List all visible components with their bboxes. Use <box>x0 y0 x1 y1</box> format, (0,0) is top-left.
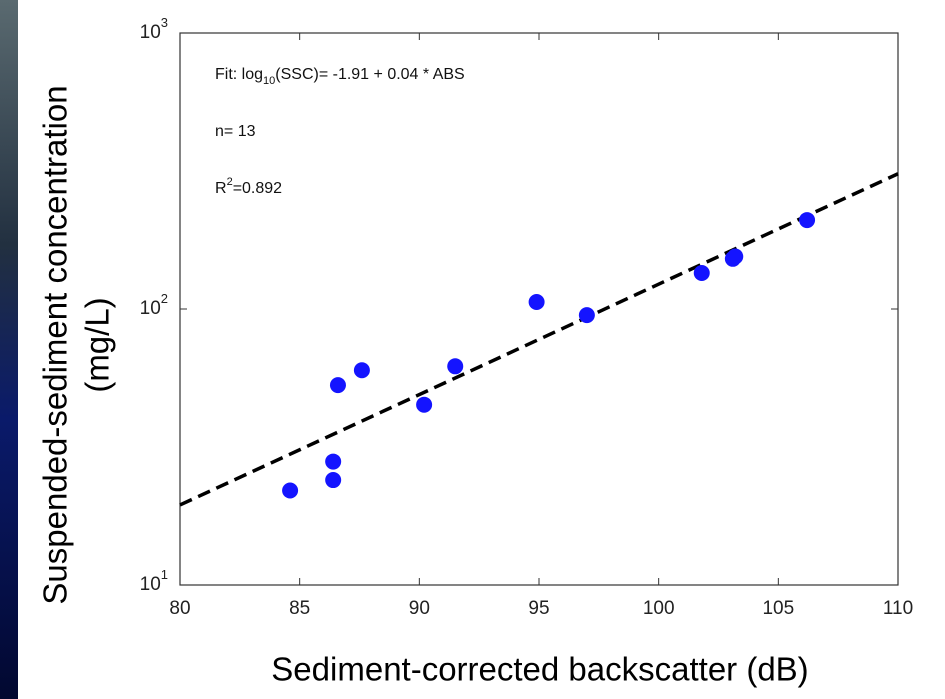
x-tick-label: 85 <box>289 598 310 619</box>
data-point <box>282 482 299 499</box>
annotation-part: n= 13 <box>215 123 256 140</box>
annotation-part: Fit: log <box>215 66 263 83</box>
data-point <box>528 294 545 311</box>
x-tick-label: 110 <box>883 598 913 619</box>
data-point <box>353 362 370 379</box>
x-tick-label: 90 <box>409 598 430 619</box>
y-tick-base: 10 <box>140 298 161 319</box>
y-tick-label: 103 <box>140 15 168 43</box>
annotation: Fit: log10(SSC)= -1.91 + 0.04 * ABS <box>215 66 465 87</box>
data-point <box>447 358 464 375</box>
data-point <box>578 307 595 324</box>
y-axis-title: (mg/L) <box>79 297 116 392</box>
data-point <box>325 472 342 489</box>
fit-line <box>179 172 899 507</box>
annotation: R2=0.892 <box>215 176 282 197</box>
data-point <box>727 248 744 265</box>
annotation-part: R <box>215 180 227 197</box>
annotation-part: (SSC)= -1.91 + 0.04 * ABS <box>275 66 464 83</box>
y-tick-base: 10 <box>140 574 161 595</box>
y-tick-base: 10 <box>140 22 161 43</box>
x-tick-label: 100 <box>643 598 675 619</box>
annotation: n= 13 <box>215 123 256 140</box>
y-tick-exponent: 3 <box>161 15 168 30</box>
data-point <box>325 453 342 470</box>
data-point <box>693 265 710 282</box>
x-axis-title: Sediment-corrected backscatter (dB) <box>271 651 808 688</box>
background-strip <box>0 0 18 699</box>
x-tick-label: 105 <box>762 598 794 619</box>
annotation-part: 2 <box>227 176 233 188</box>
annotation-part: 10 <box>263 75 275 87</box>
data-point <box>416 396 433 413</box>
x-tick-label: 80 <box>169 598 190 619</box>
y-tick-label: 101 <box>140 567 168 595</box>
data-point <box>329 377 346 394</box>
data-point <box>799 212 816 229</box>
y-tick-exponent: 1 <box>161 567 168 582</box>
y-axis-title: Suspended-sediment concentration <box>37 85 74 604</box>
y-tick-label: 102 <box>140 291 168 319</box>
annotation-part: =0.892 <box>233 180 282 197</box>
x-tick-label: 95 <box>528 598 549 619</box>
y-tick-exponent: 2 <box>161 291 168 306</box>
